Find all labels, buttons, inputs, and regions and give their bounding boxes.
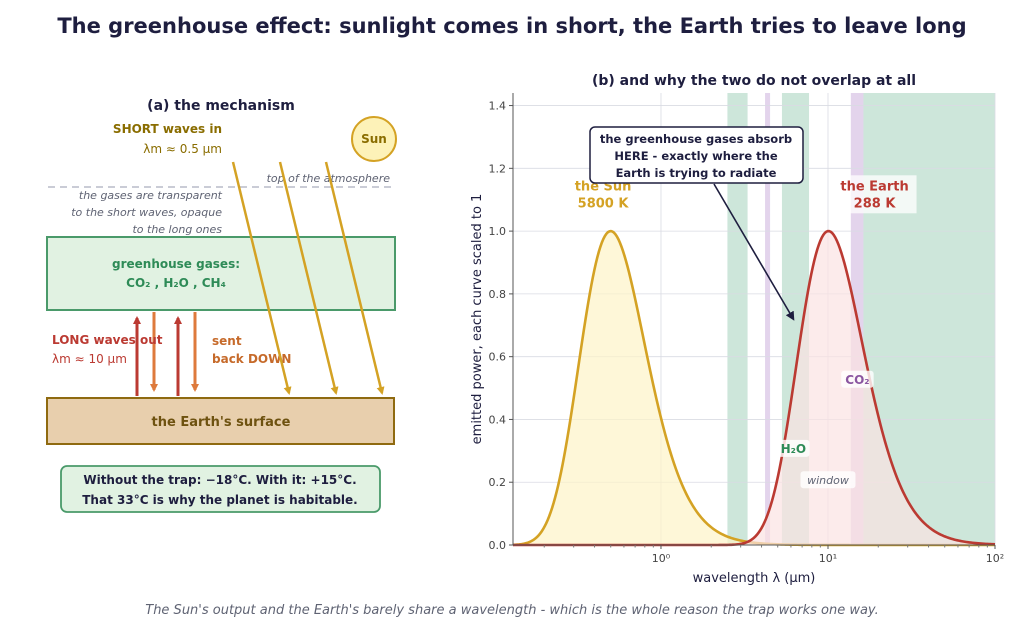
short-waves-label: SHORT waves in [113, 122, 222, 136]
earth-label: the Earth 288 K [832, 175, 917, 214]
callout-box [589, 126, 804, 184]
greenhouse-gas-layer [46, 236, 396, 311]
earth-temperature: 288 K [854, 196, 897, 211]
y-tick-label: 0.4 [489, 413, 507, 426]
x-axis-label: wavelength λ (μm) [693, 571, 816, 586]
band-label: CO₂ [841, 370, 874, 388]
callout-arrow [713, 183, 795, 321]
band-label-text: CO₂ [845, 373, 869, 387]
figure-caption: The Sun's output and the Earth's barely … [145, 603, 879, 618]
curve-fill-earth [513, 231, 995, 546]
sun-label: Sun [361, 132, 387, 146]
absorption-band [765, 93, 771, 545]
long-waves-label: LONG waves out [52, 333, 163, 347]
y-tick-label: 1.2 [489, 162, 507, 175]
mechanism-title: (a) the mechanism [147, 98, 295, 114]
callout-line: the greenhouse gases absorb [600, 132, 792, 146]
band-label: H₂O [777, 439, 810, 457]
absorption-band [727, 93, 748, 545]
trap-summary-line-2: That 33°C is why the planet is habitable… [82, 493, 358, 507]
y-tick-label: 1.0 [489, 225, 507, 238]
x-tick-label: 10⁰ [652, 552, 671, 565]
gas-box-title: greenhouse gases: [112, 257, 240, 271]
spectrum-chart: (b) and why the two do not overlap at al… [470, 73, 1004, 586]
y-tick-label: 0.2 [489, 476, 507, 489]
transparency-line-1: the gases are transparent [79, 189, 223, 202]
callout-line: HERE - exactly where the [614, 149, 777, 163]
earth-surface [46, 397, 395, 445]
transparency-line-2: to the short waves, opaque [71, 206, 222, 219]
transparency-note: the gases are transparent to the short w… [52, 189, 226, 236]
mechanism-panel: (a) the mechanism SHORT waves in λm ≈ 0.… [46, 98, 397, 513]
x-tick-label: 10¹ [819, 552, 837, 565]
x-tick-label: 10² [986, 552, 1004, 565]
y-tick-label: 0.6 [489, 351, 507, 364]
trap-summary-line-1: Without the trap: −18°C. With it: +15°C. [83, 473, 356, 487]
chart-title: (b) and why the two do not overlap at al… [592, 73, 916, 89]
sun-ray-1 [231, 161, 292, 395]
y-tick-label: 1.4 [489, 100, 507, 113]
short-wave-rays [231, 161, 385, 395]
band-label-text: window [807, 474, 849, 487]
long-wave-arrows [133, 312, 199, 396]
page-title: The greenhouse effect: sunlight comes in… [57, 14, 967, 38]
y-tick-label: 0.0 [489, 539, 507, 552]
earth-name: the Earth [840, 179, 908, 194]
surface-label: the Earth's surface [152, 415, 291, 430]
trap-summary-box [60, 465, 381, 513]
toa-label: top of the atmosphere [267, 172, 391, 185]
y-axis-label: emitted power, each curve scaled to 1 [470, 194, 485, 445]
sun-ray-2 [278, 161, 339, 395]
callout-line: Earth is trying to radiate [616, 166, 777, 180]
band-label-text: H₂O [781, 442, 807, 456]
absorb-callout: the greenhouse gases absorb HERE - exactl… [589, 126, 804, 321]
gas-box-species: CO₂ , H₂O , CH₄ [126, 276, 226, 290]
sun-ray-3 [324, 161, 385, 395]
short-waves-peak: λm ≈ 0.5 μm [143, 142, 222, 156]
long-waves-note: LONG waves out λm ≈ 10 μm [50, 330, 163, 370]
sent-label-line-2: back DOWN [212, 352, 291, 366]
sent-label-line-1: sent [212, 334, 242, 348]
band-label: window [800, 471, 856, 489]
transparency-line-3: to the long ones [132, 223, 222, 236]
curve-fill-sun [513, 231, 995, 546]
y-tick-label: 0.8 [489, 288, 507, 301]
sun-temperature: 5800 K [578, 196, 630, 211]
long-waves-peak: λm ≈ 10 μm [52, 352, 127, 366]
sun-icon: Sun [351, 116, 397, 162]
chart-axes: 0.0 0.2 0.4 0.6 0.8 1.0 1.2 1.4 10⁰ 10¹ 10² [489, 93, 1004, 565]
